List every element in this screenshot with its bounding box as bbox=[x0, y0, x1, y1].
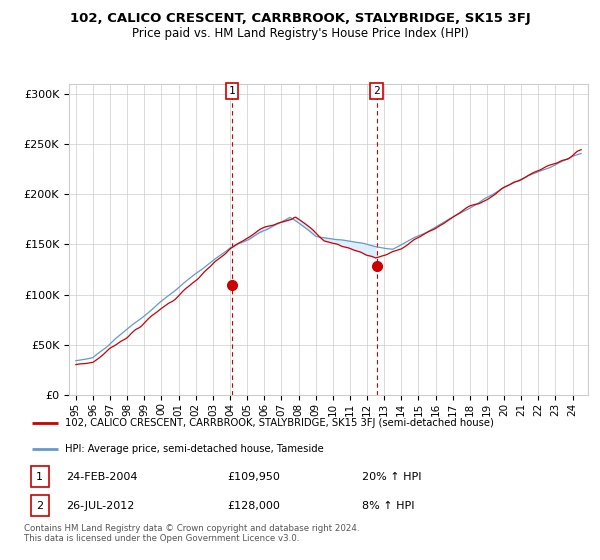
Bar bbox=[31, 466, 49, 487]
Text: 20% ↑ HPI: 20% ↑ HPI bbox=[362, 472, 422, 482]
Bar bbox=[31, 496, 49, 516]
Text: HPI: Average price, semi-detached house, Tameside: HPI: Average price, semi-detached house,… bbox=[65, 444, 323, 454]
Text: 1: 1 bbox=[36, 472, 43, 482]
Text: £109,950: £109,950 bbox=[227, 472, 280, 482]
Text: 8% ↑ HPI: 8% ↑ HPI bbox=[362, 501, 415, 511]
Text: 24-FEB-2004: 24-FEB-2004 bbox=[66, 472, 138, 482]
Text: 26-JUL-2012: 26-JUL-2012 bbox=[66, 501, 134, 511]
Text: Price paid vs. HM Land Registry's House Price Index (HPI): Price paid vs. HM Land Registry's House … bbox=[131, 27, 469, 40]
Text: 102, CALICO CRESCENT, CARRBROOK, STALYBRIDGE, SK15 3FJ (semi-detached house): 102, CALICO CRESCENT, CARRBROOK, STALYBR… bbox=[65, 418, 493, 428]
Text: £128,000: £128,000 bbox=[227, 501, 280, 511]
Text: Contains HM Land Registry data © Crown copyright and database right 2024.
This d: Contains HM Land Registry data © Crown c… bbox=[24, 524, 359, 543]
Text: 1: 1 bbox=[229, 86, 235, 96]
Text: 102, CALICO CRESCENT, CARRBROOK, STALYBRIDGE, SK15 3FJ: 102, CALICO CRESCENT, CARRBROOK, STALYBR… bbox=[70, 12, 530, 25]
Text: 2: 2 bbox=[36, 501, 43, 511]
Text: 2: 2 bbox=[373, 86, 380, 96]
